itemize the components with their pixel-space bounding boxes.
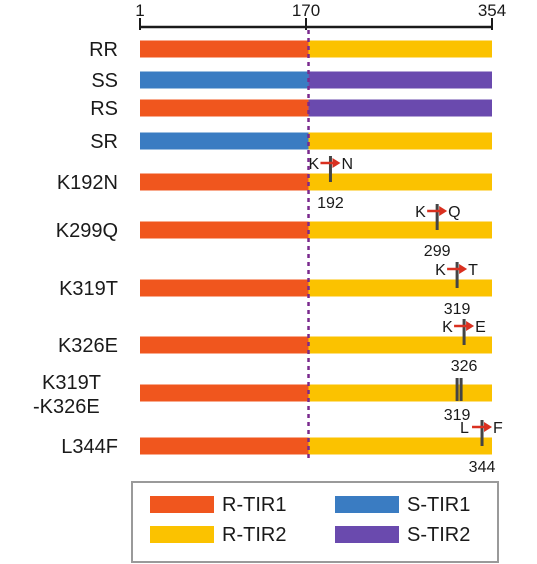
- mutation-from-residue: K: [415, 204, 426, 221]
- tir2-segment: [308, 384, 492, 402]
- mutation-to-residue: N: [341, 156, 353, 173]
- construct-row: K192N 192 K N: [57, 156, 492, 212]
- mutation-arrow-icon: [459, 264, 468, 274]
- tir1-segment: [140, 336, 309, 354]
- position-scale: 1 170 354: [135, 1, 506, 30]
- construct-row: K326E 326 K E: [58, 319, 492, 375]
- tir2-segment: [308, 336, 492, 354]
- mutation-to-residue: Q: [448, 204, 460, 221]
- legend-swatch: [335, 526, 399, 543]
- tir1-segment: [140, 221, 309, 239]
- construct-row: K319T-K326E 319: [33, 372, 492, 424]
- mutation-from-residue: K: [435, 262, 446, 279]
- mutation-to-residue: T: [468, 262, 478, 279]
- mutation-position-label: 344: [469, 459, 496, 476]
- mutation-position-label: 192: [317, 195, 344, 212]
- tir1-segment: [140, 71, 309, 89]
- row-label-line2: -K326E: [33, 396, 100, 418]
- tir2-segment: [308, 173, 492, 191]
- tir1-segment: [140, 279, 309, 297]
- tir1-segment: [140, 40, 309, 58]
- row-label: RS: [90, 98, 118, 120]
- mutation-position-label: 319: [444, 407, 471, 424]
- tir2-segment: [308, 99, 492, 117]
- tir1-segment: [140, 437, 309, 455]
- row-label: L344F: [61, 436, 118, 458]
- construct-row: SR: [90, 131, 492, 153]
- tir2-segment: [308, 71, 492, 89]
- legend-label: S-TIR1: [407, 494, 470, 516]
- legend-swatch: [150, 496, 214, 513]
- scale-label-mid: 170: [292, 1, 320, 20]
- scale-label-start: 1: [135, 1, 144, 20]
- construct-row: K299Q 299 K Q: [56, 204, 492, 260]
- tir2-segment: [308, 221, 492, 239]
- legend-label: R-TIR1: [222, 494, 286, 516]
- row-label: SS: [91, 70, 118, 92]
- mutation-position-label: 326: [451, 358, 478, 375]
- legend-label: R-TIR2: [222, 524, 286, 546]
- legend: R-TIR1 S-TIR1 R-TIR2 S-TIR2: [131, 481, 499, 563]
- construct-row: SS: [91, 70, 492, 92]
- row-label: SR: [90, 131, 118, 153]
- mutation-from-residue: K: [442, 319, 453, 336]
- mutation-position-label: 319: [444, 301, 471, 318]
- tir1-segment: [140, 173, 309, 191]
- tir1-segment: [140, 384, 309, 402]
- mutation-to-residue: E: [475, 319, 486, 336]
- mutation-arrow-icon: [466, 321, 475, 331]
- tir2-segment: [308, 279, 492, 297]
- construct-row: L344F 344 L F: [61, 420, 503, 476]
- row-label: K192N: [57, 172, 118, 194]
- tir2-segment: [308, 437, 492, 455]
- row-label: K326E: [58, 335, 118, 357]
- tir1-segment: [140, 99, 309, 117]
- row-label: K299Q: [56, 220, 118, 242]
- mutation-arrow-icon: [439, 206, 448, 216]
- mutation-position-label: 299: [424, 243, 451, 260]
- mutation-from-residue: L: [460, 420, 469, 437]
- mutation-arrow-icon: [484, 422, 493, 432]
- construct-row: K319T 319 K T: [59, 262, 492, 318]
- tir2-segment: [308, 132, 492, 150]
- tir1-segment: [140, 132, 309, 150]
- row-label: K319T: [59, 278, 118, 300]
- row-label: K319T: [42, 372, 101, 394]
- tir2-segment: [308, 40, 492, 58]
- legend-label: S-TIR2: [407, 524, 470, 546]
- construct-row: RR: [89, 39, 492, 61]
- scale-label-end: 354: [478, 1, 506, 20]
- construct-row: RS: [90, 98, 492, 120]
- mutation-arrow-icon: [332, 158, 341, 168]
- row-label: RR: [89, 39, 118, 61]
- legend-swatch: [335, 496, 399, 513]
- legend-swatch: [150, 526, 214, 543]
- mutation-to-residue: F: [493, 420, 503, 437]
- legend-box: [131, 481, 499, 563]
- mutation-from-residue: K: [308, 156, 319, 173]
